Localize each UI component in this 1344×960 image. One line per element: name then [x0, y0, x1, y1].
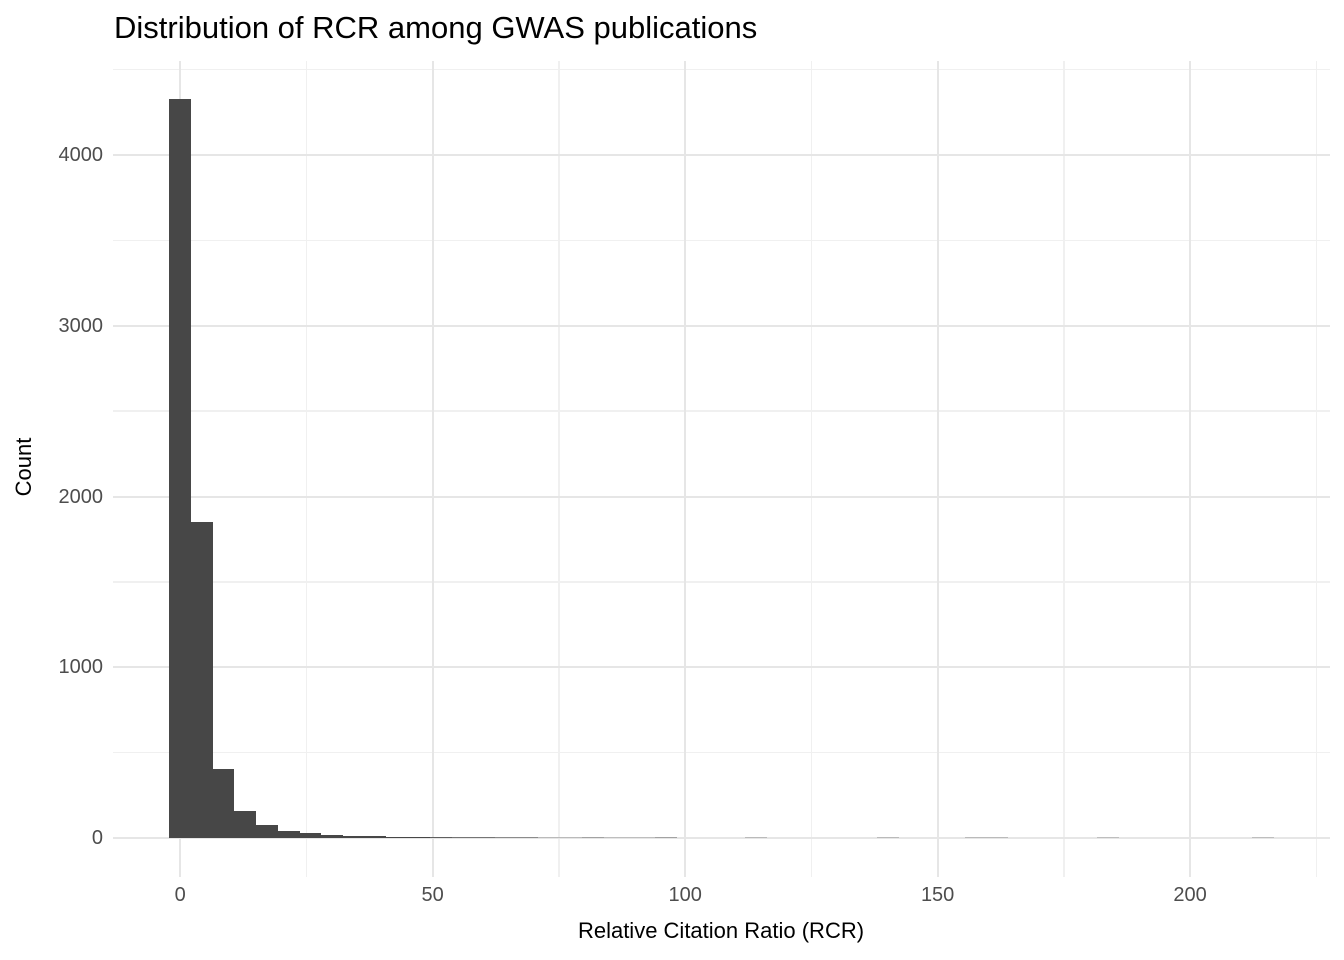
x-tick-label: 0 — [174, 884, 186, 906]
histogram-bar — [516, 836, 539, 839]
histogram-bar — [299, 833, 322, 839]
histogram-bar — [364, 836, 387, 839]
y-gridline-major — [113, 324, 1330, 327]
x-tick-label: 100 — [668, 884, 702, 906]
histogram-bar — [321, 834, 343, 839]
y-gridline-minor — [113, 581, 1330, 583]
x-gridline-minor — [558, 61, 560, 877]
y-gridline-major — [113, 666, 1330, 669]
x-tick-label: 50 — [421, 884, 444, 906]
y-gridline-minor — [113, 239, 1330, 242]
y-gridline-minor — [113, 68, 1330, 71]
histogram-bar — [191, 521, 213, 839]
y-gridline-minor — [113, 410, 1330, 412]
y-gridline-major — [113, 837, 1330, 840]
histogram-bar — [1252, 836, 1274, 839]
histogram-bar — [256, 825, 278, 839]
x-gridline-minor — [810, 61, 813, 877]
x-tick-label: 150 — [920, 884, 955, 906]
y-gridline-major — [113, 154, 1330, 157]
histogram-bar — [343, 835, 365, 839]
histogram-bar — [560, 836, 582, 839]
x-gridline-minor — [1063, 61, 1065, 877]
histogram-bar — [538, 836, 561, 839]
x-gridline-minor — [305, 61, 308, 877]
histogram-bar — [964, 836, 987, 839]
histogram-bar — [212, 769, 235, 839]
y-tick-label: 0 — [91, 827, 103, 850]
chart-title: Distribution of RCR among GWAS publicati… — [114, 10, 758, 45]
y-tick-label: 4000 — [58, 144, 104, 167]
y-tick-label: 2000 — [58, 485, 104, 508]
x-axis-title: Relative Citation Ratio (RCR) — [577, 918, 865, 943]
y-gridline-minor — [113, 751, 1330, 754]
histogram-bar — [451, 836, 474, 839]
histogram-bar — [408, 836, 430, 839]
y-tick-label: 1000 — [58, 656, 104, 679]
x-gridline-major — [431, 61, 434, 877]
histogram-bar — [169, 98, 191, 839]
x-tick-label: 200 — [1173, 884, 1207, 906]
histogram-bar — [654, 836, 677, 839]
histogram-bar — [234, 811, 257, 839]
x-gridline-major — [684, 61, 687, 877]
x-gridline-major — [936, 61, 939, 877]
x-gridline-minor — [1315, 61, 1318, 877]
histogram-bar — [277, 831, 300, 839]
histogram-bar — [473, 836, 495, 839]
histogram-bar — [581, 836, 604, 839]
histogram-bar — [429, 836, 452, 839]
y-tick-label: 3000 — [58, 314, 104, 337]
histogram-bar — [877, 836, 899, 839]
x-gridline-major — [1189, 61, 1192, 877]
y-gridline-major — [113, 495, 1330, 498]
histogram-bar — [1097, 836, 1119, 839]
histogram-bar — [495, 836, 517, 839]
histogram-bar — [625, 836, 655, 839]
histogram-bar — [745, 836, 767, 839]
histogram-bar — [603, 836, 626, 839]
histogram-bar — [986, 836, 1009, 839]
histogram-bar — [386, 836, 409, 839]
plot-panel — [113, 61, 1330, 877]
